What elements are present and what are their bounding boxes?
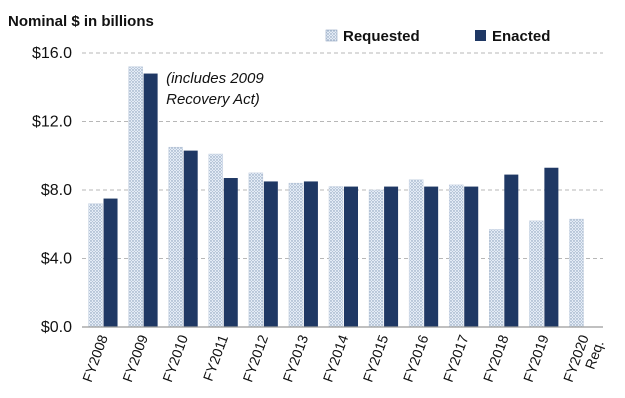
bar-enacted xyxy=(344,186,358,327)
bar-enacted xyxy=(544,167,559,327)
bar-requested xyxy=(168,146,183,328)
bar-requested xyxy=(448,184,464,328)
y-axis-title: Nominal $ in billions xyxy=(8,13,154,30)
annotation: (includes 2009 Recovery Act) xyxy=(166,70,264,108)
annotation-text: (includes 2009 Recovery Act) xyxy=(166,70,264,108)
legend-label-enacted: Enacted xyxy=(492,28,550,45)
legend: Requested Enacted xyxy=(325,28,550,45)
y-tick-label: $0.0 xyxy=(41,319,72,336)
legend-swatch-enacted xyxy=(475,30,486,41)
bar-enacted xyxy=(504,174,519,327)
y-tick-label: $4.0 xyxy=(41,251,72,268)
bar-requested xyxy=(529,220,544,328)
bar-requested xyxy=(489,229,504,328)
bar-requested xyxy=(288,182,304,328)
legend-swatch-requested xyxy=(325,29,338,42)
bar-requested xyxy=(569,218,584,328)
bar-enacted xyxy=(223,178,238,327)
y-tick-label: $12.0 xyxy=(32,114,72,131)
y-tick-label: $16.0 xyxy=(32,45,72,62)
bar-requested xyxy=(368,189,384,328)
bar-enacted xyxy=(103,198,118,327)
bar-requested xyxy=(208,153,224,328)
bars xyxy=(88,66,584,328)
bar-enacted xyxy=(143,73,158,327)
bar-enacted xyxy=(424,186,439,327)
bar-enacted xyxy=(183,150,198,327)
bar-requested xyxy=(128,66,143,328)
bar-requested xyxy=(408,179,424,328)
bar-enacted xyxy=(263,181,278,327)
bar-requested xyxy=(248,172,264,328)
bar-enacted xyxy=(464,186,479,327)
bar-enacted xyxy=(384,186,399,327)
legend-label-requested: Requested xyxy=(343,28,420,45)
bar-requested xyxy=(88,203,103,328)
bar-requested xyxy=(328,186,344,328)
y-tick-label: $8.0 xyxy=(41,182,72,199)
bar-enacted xyxy=(303,181,318,327)
